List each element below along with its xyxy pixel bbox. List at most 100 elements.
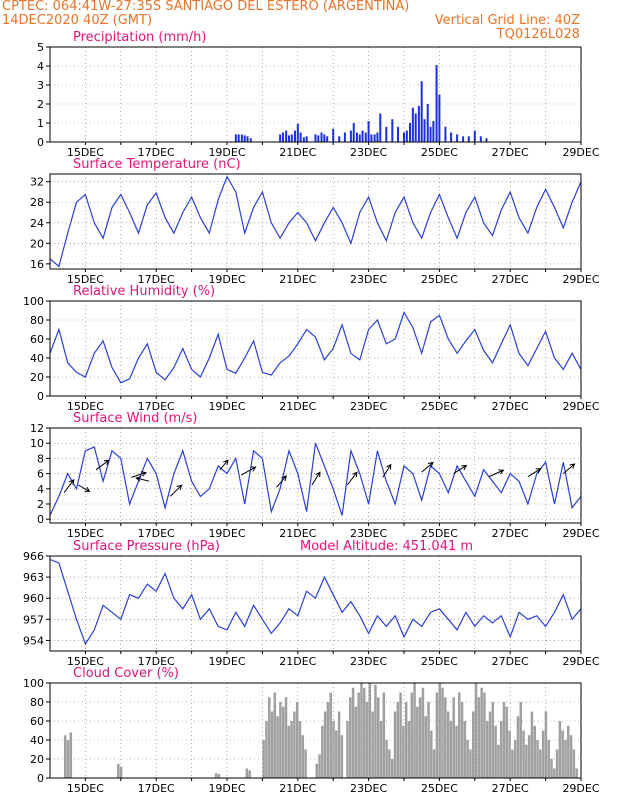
wind-arrow [136,477,150,482]
y-tick-label: 60 [30,333,44,346]
cloud-bar [298,721,302,778]
panel-precip: Precipitation (mm/h) 0 1 2 3 4 5 15DEC 17DEC 19DE… [37,30,600,159]
wind-arrow-head [135,476,142,482]
wind-arrow [311,471,321,486]
cloud-bar [446,711,450,778]
cloud-bar [564,740,567,778]
y-tick-label: 40 [30,734,44,747]
y-tick-label: 20 [30,237,44,250]
y-tick-label: 0 [37,772,44,785]
cloud-bar [418,697,422,778]
cloud-bar [499,721,503,778]
cloud-bar [455,725,458,778]
y-tick-label: 960 [23,592,44,605]
model-altitude-annotation: Model Altitude: 451.041 m [300,539,473,554]
precip-bar [432,121,435,142]
precip-bar [376,132,379,142]
cloud-bar [287,725,291,778]
x-tick-label: 17DEC [138,146,175,159]
panel-title-temp: Surface Temperature (nC) [73,157,241,172]
cloud-bar [276,716,279,778]
cloud-bar [281,706,285,778]
x-tick-label: 21DEC [279,655,316,668]
precip-bar [462,136,465,142]
cloud-bar [508,730,511,778]
cloud-bar [66,740,70,778]
x-tick-label: 29DEC [562,782,599,795]
cloud-bar [265,721,268,778]
cloud-bar [516,716,520,778]
wind-arrow [382,464,392,478]
x-tick-label: 19DEC [208,782,245,795]
y-tick-label: 28 [30,196,44,209]
y-tick-label: 40 [30,352,44,365]
cloud-bar [363,687,366,778]
precip-bar [290,134,293,142]
x-tick-label: 29DEC [562,527,599,540]
x-tick-label: 21DEC [279,146,316,159]
y-tick-label: 20 [30,371,44,384]
y-tick-label: 5 [37,41,44,54]
precip-bar [293,130,296,142]
x-tick-label: 27DEC [492,655,529,668]
cloud-bar [335,730,338,778]
cloud-bar [569,735,573,778]
cloud-bar [293,711,296,778]
panel-frame [49,173,582,270]
precip-bar [370,134,373,142]
cloud-bar [279,702,282,778]
y-tick-label: 10 [30,437,44,450]
cloud-bar [117,763,120,778]
cloud-bar [326,702,330,778]
x-tick-label: 27DEC [492,782,529,795]
cloud-bar [262,740,265,778]
panel-frame [49,427,582,524]
cloud-bar [458,692,461,778]
cloud-bar [396,702,400,778]
cloud-bar [449,721,453,778]
cloud-bar [332,721,335,778]
series-line-wind [49,442,582,516]
cloud-bar [477,697,481,778]
wind-arrow [527,468,541,478]
cloud-bar [511,749,514,778]
y-tick-label: 0 [37,513,44,526]
cloud-bar [404,702,408,778]
y-tick-label: 24 [30,217,44,230]
x-tick-label: 17DEC [138,527,175,540]
wind-arrow [346,471,358,486]
y-tick-label: 0 [37,390,44,403]
cloud-bar [295,702,299,778]
wind-arrow-head [223,459,229,466]
cloud-bar [416,706,419,778]
cloud-bar [399,692,402,778]
x-tick-label: 27DEC [492,527,529,540]
x-tick-label: 15DEC [67,400,104,413]
cloud-bar [525,744,528,778]
precip-bar [426,104,429,142]
header-line3-right: TQ0126L028 [496,27,580,42]
precip-bar [396,126,399,142]
cloud-bar [555,749,559,778]
cloud-bar [284,697,288,778]
y-tick-label: 966 [23,550,44,563]
y-tick-label: 4 [37,483,44,496]
cloud-bar [572,749,576,778]
cloud-bar [63,735,67,778]
cloud-bar [452,697,455,778]
cloud-bar [435,692,439,778]
wind-arrow [488,469,504,478]
x-tick-label: 27DEC [492,146,529,159]
x-tick-label: 21DEC [279,400,316,413]
wind-arrow [562,463,575,474]
x-tick-label: 27DEC [492,273,529,286]
y-tick-label: 12 [30,422,44,435]
x-tick-label: 25DEC [421,400,458,413]
wind-arrow-head [498,469,505,475]
wind-arrow [78,484,90,492]
precip-bar [435,65,438,142]
precip-bar [391,119,394,142]
cloud-bar [402,725,405,778]
precip-bar [332,128,335,142]
x-tick-label: 25DEC [421,273,458,286]
